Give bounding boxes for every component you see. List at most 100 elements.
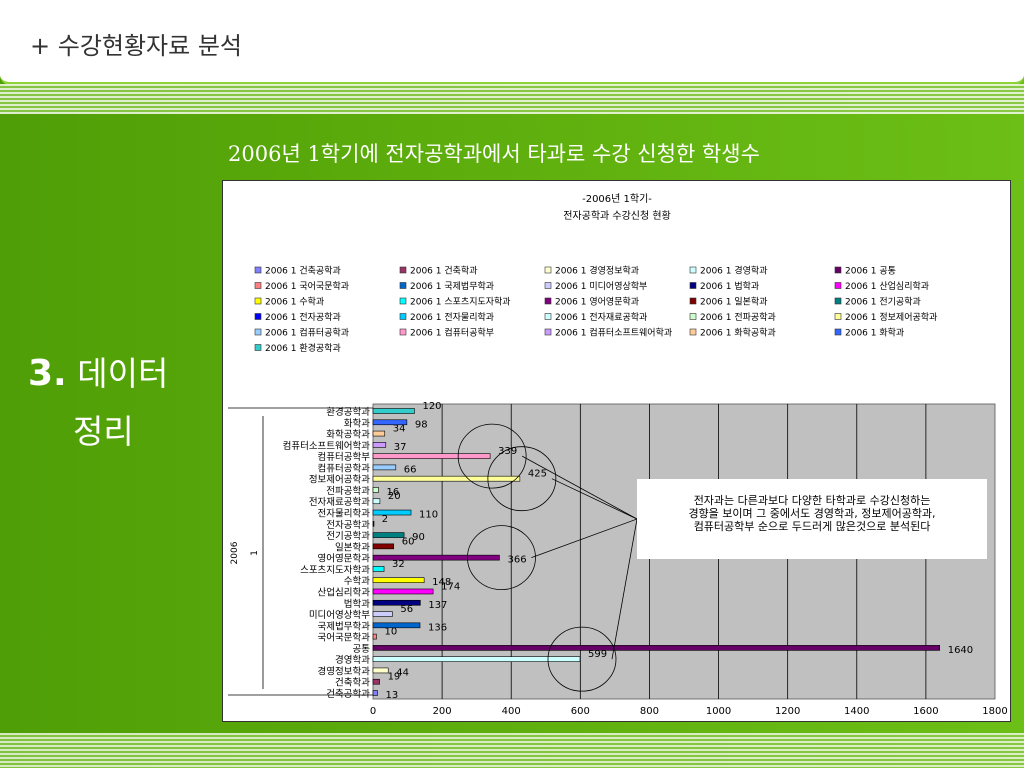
legend-label: 2006 1 컴퓨터공학과 [265,327,349,339]
bar [372,633,377,640]
decorative-stripes-top [0,84,1024,114]
bar [372,554,500,561]
group-label-outer: 2006 [230,541,240,564]
legend-swatch [399,266,407,274]
legend-swatch [399,282,407,289]
x-tick-label: 1800 [982,706,1007,717]
legend-swatch [834,282,842,289]
section-label: 3. 데이터 정리 [28,345,168,461]
category-label: 건축학과 [335,678,370,689]
legend-swatch [834,313,842,320]
legend-swatch [399,297,407,305]
legend-label: 2006 1 정보제어공학과 [845,312,937,323]
bar [372,408,415,414]
highlight-circle [547,626,617,692]
callout-text: 컴퓨터공학부 순으로 두드러게 많은것으로 분석된다 [694,520,931,533]
category-label: 법학과 [344,599,370,610]
legend-label: 2006 1 스포츠지도자학과 [410,297,511,308]
bar [372,498,381,505]
legend-label: 2006 1 공통 [845,266,896,277]
chart-title: -2006년 1학기- [582,193,652,205]
legend-label: 2006 1 경영정보학과 [555,265,639,277]
bar [372,442,387,448]
bar [372,520,375,527]
category-label: 컴퓨터공학부 [318,451,371,463]
highlight-circle [467,525,536,591]
bar [372,611,393,617]
chart-container: -2006년 1학기- 전자공학과 수강신청 현황 2006 1 건축공학과 20… [222,180,1011,722]
x-tick-label: 600 [571,706,590,717]
data-label: 110 [419,510,438,521]
bar [372,543,395,550]
title-bar: + 수강현황자료 분석 [0,0,1024,85]
bar [372,566,385,572]
x-tick-label: 1600 [913,706,938,717]
data-label: 339 [498,446,517,457]
chart-subtitle: 전자공학과 수강신청 현황 [563,210,671,222]
data-label: 98 [415,419,428,430]
data-label: 136 [428,622,447,633]
category-label: 화학공학과 [326,430,370,441]
x-tick-label: 800 [640,706,659,717]
chart-heading: 2006년 1학기에 전자공학과에서 타과로 수강 신청한 학생수 [228,142,760,166]
bar [372,656,581,662]
data-label: 2 [382,514,388,525]
category-label: 경영학과 [335,654,370,666]
bar [372,678,380,685]
callout-text: 경향을 보이며 그 중에서도 경영학과, 정보제어공학과, [688,507,935,520]
legend-label: 2006 1 화학공학과 [700,328,776,339]
legend-swatch [254,266,262,274]
bar [372,690,378,696]
legend-swatch [399,313,407,320]
data-label: 425 [528,469,547,480]
legend-label: 2006 1 산업심리학과 [845,281,929,292]
data-label: 148 [432,577,451,588]
data-label: 37 [394,442,407,453]
x-tick-label: 1400 [844,706,869,717]
legend-swatch [544,266,552,274]
category-label: 스포츠지도자학과 [300,565,370,576]
category-label: 경영정보학과 [318,665,371,677]
callout-box [637,479,987,559]
legend-swatch [399,328,407,336]
legend-label: 2006 1 건축공학과 [265,266,341,277]
x-tick-label: 400 [502,706,521,717]
legend-label: 2006 1 컴퓨터소프트웨어학과 [555,327,672,339]
data-label: 599 [588,649,607,660]
legend-label: 2006 1 전자물리학과 [410,312,494,323]
data-label: 120 [422,401,441,412]
legend-swatch [834,297,842,305]
data-label: 10 [384,627,397,638]
category-label: 건축공학과 [326,689,370,700]
category-label: 수학과 [344,576,370,587]
callout-line [521,455,638,520]
legend-label: 2006 1 영어영문학과 [555,297,639,308]
legend-swatch [254,344,262,351]
category-label: 컴퓨터소프트웨어학과 [283,440,371,452]
x-tick-label: 0 [370,706,376,717]
category-label: 산업심리학과 [318,586,371,598]
section-line1: 데이터 [77,354,169,393]
callout-line [531,518,638,559]
data-label: 60 [402,536,415,547]
category-label: 국어국문학과 [318,633,371,644]
legend: 2006 1 건축공학과 2006 1 건축학과 2006 1 경영정보학과 2006… [254,265,937,354]
legend-label: 2006 1 화학과 [845,328,904,339]
category-label: 공통 [353,644,371,655]
category-label: 컴퓨터공학과 [318,462,371,474]
category-label: 전기공학과 [326,531,370,542]
legend-label: 2006 1 환경공학과 [265,342,341,354]
section-line2: 정리 [73,412,134,451]
category-label: 일본학과 [335,542,370,553]
data-label: 44 [396,667,409,678]
bar [372,487,379,493]
legend-label: 2006 1 전자재료공학과 [555,312,647,323]
highlight-circle [457,423,527,489]
data-label: 16 [387,487,400,498]
decorative-stripes-bottom [0,733,1024,768]
callout-text: 전자과는 다른과보다 다양한 타학과로 수강신청하는 [694,493,931,507]
legend-swatch [254,282,262,289]
category-label: 국제법무학과 [318,621,371,632]
legend-swatch [544,282,552,289]
